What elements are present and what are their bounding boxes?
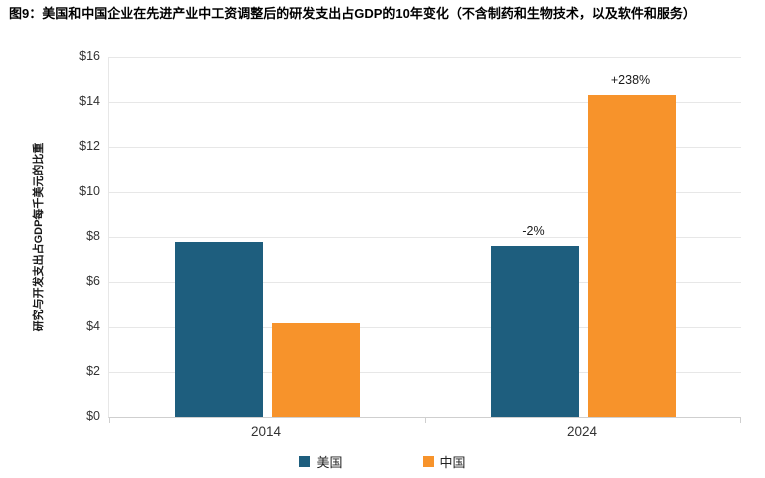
gridline	[109, 372, 741, 373]
x-tick-mark	[425, 417, 426, 423]
bar	[490, 246, 579, 417]
plot-area	[108, 57, 741, 423]
y-tick-label: $8	[86, 229, 100, 243]
legend-label: 中国	[439, 455, 466, 470]
x-tick-label: 2024	[566, 424, 598, 439]
bar-value-label: -2%	[522, 224, 545, 238]
gridline	[109, 57, 741, 58]
gridline	[109, 282, 741, 283]
y-tick-label: $10	[79, 184, 100, 198]
y-tick-label: $0	[86, 409, 100, 423]
bar	[174, 241, 263, 417]
y-tick-label: $12	[79, 139, 100, 153]
bar	[271, 322, 360, 417]
gridline	[109, 192, 741, 193]
legend: 美国 中国	[0, 452, 765, 471]
legend-item: 美国	[299, 452, 343, 471]
y-tick-label: $2	[86, 364, 100, 378]
gridline	[109, 147, 741, 148]
x-tick-label: 2014	[250, 424, 282, 439]
legend-item: 中国	[422, 452, 466, 471]
y-tick-label: $14	[79, 94, 100, 108]
gridline	[109, 237, 741, 238]
legend-label: 美国	[316, 455, 343, 470]
x-tick-mark	[109, 417, 110, 423]
y-axis-title: 研究与开发支出占GDP每千美元的比重	[33, 142, 45, 332]
legend-swatch-icon	[422, 456, 434, 467]
legend-swatch-icon	[299, 456, 311, 467]
y-tick-label: $16	[79, 49, 100, 63]
y-tick-label: $6	[86, 274, 100, 288]
gridline	[109, 327, 741, 328]
gridline	[109, 102, 741, 103]
bar	[587, 95, 676, 417]
bar-value-label: +238%	[610, 73, 651, 88]
chart-title: 图9：美国和中国企业在先进产业中工资调整后的研发支出占GDP的10年变化（不含制…	[9, 6, 696, 21]
y-tick-label: $4	[86, 319, 100, 333]
x-tick-mark	[740, 417, 741, 423]
